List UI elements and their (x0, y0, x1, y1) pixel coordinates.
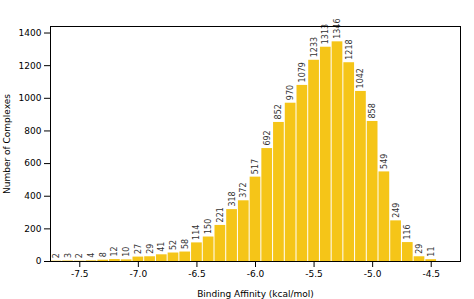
svg-text:10: 10 (122, 247, 131, 257)
svg-text:970: 970 (286, 85, 295, 100)
svg-text:29: 29 (415, 244, 424, 254)
svg-text:1400: 1400 (19, 28, 42, 38)
svg-text:1200: 1200 (19, 61, 42, 71)
svg-text:150: 150 (204, 219, 213, 234)
svg-text:116: 116 (403, 224, 412, 239)
svg-text:-5.0: -5.0 (364, 269, 382, 279)
svg-text:3: 3 (64, 253, 73, 258)
svg-text:600: 600 (24, 158, 41, 168)
svg-text:692: 692 (263, 130, 272, 145)
svg-text:1000: 1000 (19, 93, 42, 103)
svg-text:400: 400 (24, 191, 41, 201)
svg-text:-7.5: -7.5 (71, 269, 89, 279)
svg-text:-5.5: -5.5 (305, 269, 323, 279)
svg-text:1218: 1218 (345, 39, 354, 59)
svg-text:27: 27 (134, 244, 143, 254)
svg-text:-4.5: -4.5 (422, 269, 440, 279)
svg-text:Binding Affinity (kcal/mol): Binding Affinity (kcal/mol) (197, 289, 314, 299)
svg-text:Number of Complexes: Number of Complexes (2, 94, 12, 194)
svg-text:1042: 1042 (356, 68, 365, 88)
svg-text:2: 2 (52, 253, 61, 258)
svg-text:11: 11 (427, 247, 436, 257)
svg-text:-6.0: -6.0 (247, 269, 265, 279)
svg-text:58: 58 (181, 239, 190, 249)
svg-text:114: 114 (192, 225, 201, 240)
svg-text:1233: 1233 (310, 37, 319, 57)
svg-text:8: 8 (99, 252, 108, 257)
svg-text:800: 800 (24, 126, 41, 136)
svg-text:200: 200 (24, 224, 41, 234)
svg-text:221: 221 (216, 207, 225, 222)
svg-text:0: 0 (36, 256, 42, 266)
svg-text:12: 12 (110, 246, 119, 256)
svg-text:29: 29 (146, 244, 155, 254)
svg-text:372: 372 (239, 183, 248, 198)
svg-text:1346: 1346 (333, 18, 342, 38)
svg-text:41: 41 (157, 242, 166, 252)
svg-text:1079: 1079 (298, 62, 307, 82)
svg-text:52: 52 (169, 240, 178, 250)
svg-text:4: 4 (87, 253, 96, 258)
svg-text:-6.5: -6.5 (188, 269, 206, 279)
svg-text:2: 2 (75, 253, 84, 258)
svg-text:549: 549 (380, 154, 389, 169)
svg-text:249: 249 (392, 203, 401, 218)
svg-text:318: 318 (228, 191, 237, 206)
svg-text:-7.0: -7.0 (130, 269, 148, 279)
svg-text:852: 852 (274, 104, 283, 119)
svg-text:1313: 1313 (321, 23, 331, 45)
svg-text:858: 858 (368, 103, 377, 118)
svg-text:517: 517 (251, 159, 260, 174)
